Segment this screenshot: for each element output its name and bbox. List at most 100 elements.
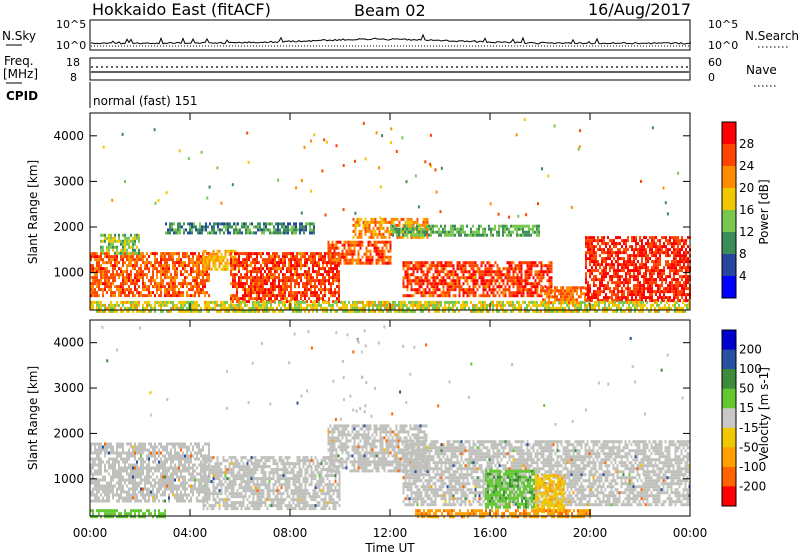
heatmap-cell	[300, 276, 302, 280]
heatmap-cell	[490, 267, 493, 271]
heatmap-cell	[354, 223, 357, 227]
heatmap-cell	[221, 228, 223, 232]
heatmap-cell	[118, 273, 120, 277]
heatmap-cell	[354, 303, 356, 307]
heatmap-cell	[560, 289, 562, 293]
heatmap-cell	[502, 233, 504, 237]
heatmap-cell	[641, 245, 643, 249]
heatmap-cell	[442, 267, 445, 271]
heatmap-cell	[406, 233, 408, 237]
heatmap-cell	[336, 279, 338, 283]
heatmap-cell	[114, 258, 116, 262]
heatmap-cell	[276, 285, 278, 289]
heatmap-cell	[276, 255, 278, 259]
heatmap-cell	[94, 493, 96, 497]
heatmap-cell	[104, 261, 106, 265]
heatmap-cell	[402, 235, 405, 239]
heatmap-cell	[625, 287, 627, 291]
heatmap-cell	[332, 291, 334, 295]
heatmap-cell	[422, 273, 425, 277]
heatmap-cell	[524, 300, 526, 304]
heatmap-cell	[367, 249, 370, 253]
heatmap-cell	[428, 267, 431, 271]
heatmap-cell	[351, 258, 354, 262]
heatmap-cell	[250, 255, 252, 259]
heatmap-cell	[601, 284, 603, 288]
heatmap-cell	[536, 276, 539, 280]
heatmap-cell	[206, 252, 208, 256]
heatmap-cell	[647, 287, 649, 291]
heatmap-cell	[244, 267, 246, 271]
heatmap-cell	[122, 261, 124, 265]
heatmap-cell	[649, 242, 651, 246]
heatmap-cell	[500, 306, 502, 310]
heatmap-cell	[482, 227, 484, 231]
heatmap-cell	[472, 224, 474, 228]
heatmap-cell	[114, 267, 116, 271]
heatmap-cell	[687, 287, 689, 291]
heatmap-cell	[488, 273, 491, 277]
heatmap-cell	[166, 303, 168, 307]
heatmap-cell	[304, 270, 306, 274]
heatmap-cell	[657, 287, 659, 291]
heatmap-cell	[90, 493, 92, 497]
heatmap-cell	[418, 235, 421, 239]
heatmap-cell	[675, 266, 677, 270]
heatmap-cell	[128, 255, 130, 259]
heatmap-cell	[484, 279, 487, 283]
heatmap-cell	[266, 282, 268, 286]
heatmap-cell	[112, 279, 114, 283]
heatmap-cell	[599, 293, 601, 297]
heatmap-cell	[627, 248, 629, 252]
heatmap-cell	[639, 290, 641, 294]
heatmap-cell	[678, 303, 680, 307]
heatmap-cell	[548, 295, 550, 299]
heatmap-cell	[601, 260, 603, 264]
heatmap-cell	[470, 273, 473, 277]
heatmap-cell	[274, 282, 276, 286]
heatmap-cell	[290, 306, 292, 310]
heatmap-cell	[685, 275, 687, 279]
heatmap-cell	[186, 291, 188, 295]
heatmap-cell	[663, 272, 665, 276]
heatmap-cell	[296, 261, 298, 265]
heatmap-cell	[382, 220, 385, 224]
freq-frame	[89, 57, 691, 81]
heatmap-cell	[272, 291, 274, 295]
heatmap-cell	[470, 261, 473, 265]
heatmap-cell	[206, 270, 208, 274]
heatmap-cell	[550, 282, 553, 286]
heatmap-cell	[538, 270, 541, 274]
heatmap-cell	[306, 300, 308, 304]
heatmap-cell	[522, 233, 524, 237]
heatmap-cell	[685, 266, 687, 270]
heatmap-cell	[629, 272, 631, 276]
heatmap-cell	[580, 286, 582, 290]
heatmap-cell	[250, 270, 252, 274]
heatmap-cell	[631, 260, 633, 264]
heatmap-cell	[484, 233, 486, 237]
heatmap-cell	[522, 291, 525, 295]
heatmap-cell	[560, 295, 562, 299]
heatmap-cell	[667, 242, 669, 246]
heatmap-cell	[476, 306, 478, 310]
heatmap-cell	[164, 285, 166, 289]
heatmap-cell	[534, 270, 537, 274]
heatmap-cell	[651, 293, 653, 297]
heatmap-cell	[637, 248, 639, 252]
heatmap-cell	[216, 249, 219, 253]
heatmap-cell	[494, 261, 497, 265]
heatmap-cell	[144, 285, 146, 289]
heatmap-cell	[406, 235, 409, 239]
heatmap-cell	[200, 255, 202, 259]
heatmap-cell	[122, 264, 124, 268]
heatmap-cell	[500, 303, 502, 307]
heatmap-cell	[252, 297, 254, 301]
heatmap-cell	[284, 264, 286, 268]
heatmap-cell	[156, 270, 158, 274]
heatmap-cell	[164, 267, 166, 271]
heatmap-cell	[179, 225, 181, 229]
heatmap-cell	[102, 288, 104, 292]
heatmap-cell	[470, 267, 473, 271]
heatmap-cell	[196, 288, 198, 292]
